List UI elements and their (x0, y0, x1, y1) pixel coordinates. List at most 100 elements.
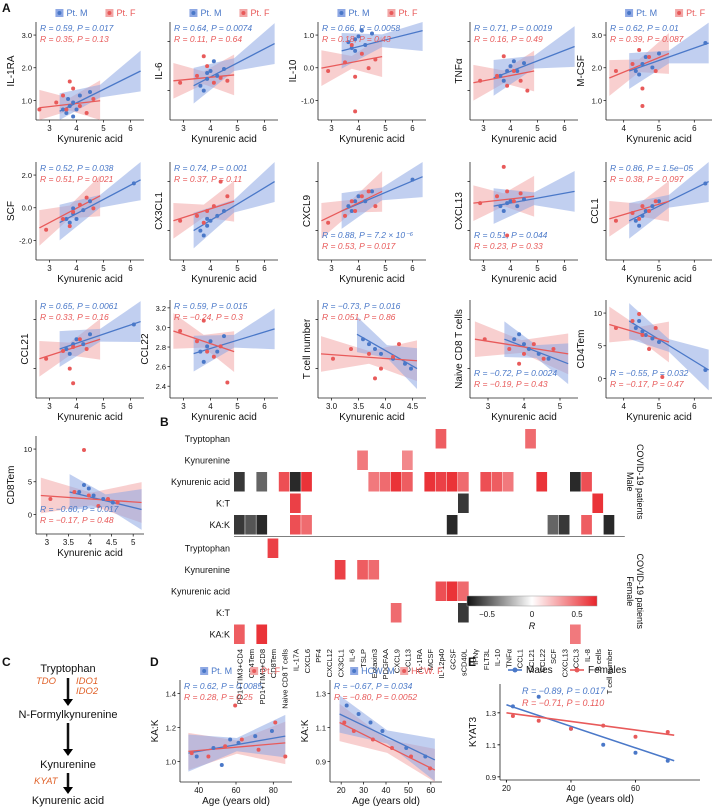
group-label-female-sub: COVID-19 patients (635, 553, 645, 629)
female-point (373, 204, 378, 209)
x-axis-label: Kynurenic acid (491, 274, 557, 285)
male-point (522, 342, 526, 347)
female-point (478, 78, 483, 83)
male-point (86, 486, 91, 491)
stat-female: R = 0.35, P = 0.13 (40, 34, 109, 44)
male-point (373, 347, 377, 351)
x-tick-label: 3 (329, 124, 334, 133)
female-point (640, 86, 645, 91)
legend-marker-female (574, 667, 580, 673)
male-point (657, 199, 661, 204)
chart-D-Pt: Pt. M Pt. F 40 60 80 1.0 1.2 1.4 Age (years old)… (150, 666, 292, 807)
male-point (650, 336, 655, 341)
female-point (64, 107, 69, 112)
y-axis-label: IL-10 (288, 59, 299, 82)
female-point (495, 194, 499, 199)
female-point (61, 348, 65, 353)
column-label: CD8Tem (269, 649, 278, 678)
female-point (637, 312, 642, 316)
male-point (640, 213, 645, 218)
stat-male: R = 0.66, P = 0.0058 (322, 23, 400, 33)
female-point (568, 726, 573, 731)
pathway-step-kynurenic-acid: Kynurenic acid (32, 795, 104, 807)
female-cell (435, 581, 447, 601)
female-row-label: K:T (216, 608, 231, 618)
male-cell (458, 493, 469, 513)
male-cell (592, 493, 604, 513)
female-regression-line (173, 330, 235, 353)
male-regression-line (193, 181, 275, 232)
male-cell (603, 515, 615, 535)
female-point (115, 500, 120, 505)
female-point (201, 318, 206, 323)
column-label: IL-1RA (415, 649, 424, 672)
female-point (647, 209, 652, 213)
panel-label-d: D (150, 655, 159, 669)
male-point (198, 83, 203, 88)
male-point (353, 48, 358, 53)
male-point (88, 332, 92, 337)
male-point (67, 220, 72, 225)
male-cell (491, 472, 503, 492)
male-point (208, 69, 213, 73)
female-point (206, 754, 211, 759)
column-label: CCL22 (538, 649, 547, 672)
male-cell (368, 472, 380, 492)
male-point (363, 43, 368, 48)
column-label: CD4Tem (247, 649, 256, 678)
female-point (613, 326, 618, 330)
male-cell (402, 472, 413, 492)
panel-label-e: E (468, 655, 476, 669)
male-point (501, 78, 506, 83)
stat-male: R = 0.62, P = 0.0085 (184, 681, 262, 691)
y-axis-label: M-CSF (576, 55, 587, 87)
stat-female: R = 0.39, P = 0.087 (610, 34, 684, 44)
y-tick-label: 2.0 (22, 64, 32, 73)
y-tick-label: 1.0 (166, 758, 176, 767)
female-point (256, 747, 261, 752)
male-point (71, 114, 76, 119)
male-point (219, 763, 224, 767)
female-point (349, 347, 353, 351)
x-axis-label: Age (years old) (566, 794, 634, 805)
x-tick-label: 6 (128, 402, 133, 411)
female-point (630, 210, 635, 215)
female-cell (446, 581, 458, 601)
female-point (505, 233, 510, 238)
male-point (633, 218, 638, 223)
male-cell (435, 472, 447, 492)
male-regression-line (193, 328, 275, 355)
y-tick-label: 2.4 (156, 382, 166, 391)
column-label: CCL13 (404, 649, 413, 672)
female-point (640, 333, 645, 337)
male-point (88, 199, 92, 204)
x-tick-label: 3 (47, 264, 52, 273)
female-point (71, 345, 76, 350)
stat-male: R = 0.59, P = 0.017 (40, 23, 114, 33)
x-tick-label: 4.0 (380, 402, 392, 411)
male-point (601, 742, 606, 747)
x-tick-label: 3 (329, 264, 334, 273)
legend-marker-male (339, 11, 344, 15)
y-axis-label: KA:K (300, 719, 311, 742)
female-cell (256, 624, 268, 644)
y-tick-label: 0.9 (486, 773, 496, 782)
column-label: IL-8 (583, 649, 592, 662)
x-tick-label: 30 (359, 786, 368, 795)
group-label-male: Male (625, 472, 635, 492)
male-point (510, 704, 515, 709)
x-axis-label: Kynurenic acid (626, 134, 692, 145)
stat-female: R = −0.17, P = 0.48 (40, 515, 114, 525)
female-regression-line (173, 200, 235, 222)
male-regression-line (628, 42, 709, 72)
y-tick-label: 3.2 (156, 304, 166, 313)
x-tick-label: 6 (562, 264, 567, 273)
female-point (653, 69, 658, 73)
male-cell (278, 472, 290, 492)
female-point (505, 189, 510, 194)
male-point (353, 37, 358, 42)
x-axis-label: Kynurenic acid (191, 134, 257, 145)
male-point (637, 223, 642, 228)
female-point (67, 366, 72, 371)
